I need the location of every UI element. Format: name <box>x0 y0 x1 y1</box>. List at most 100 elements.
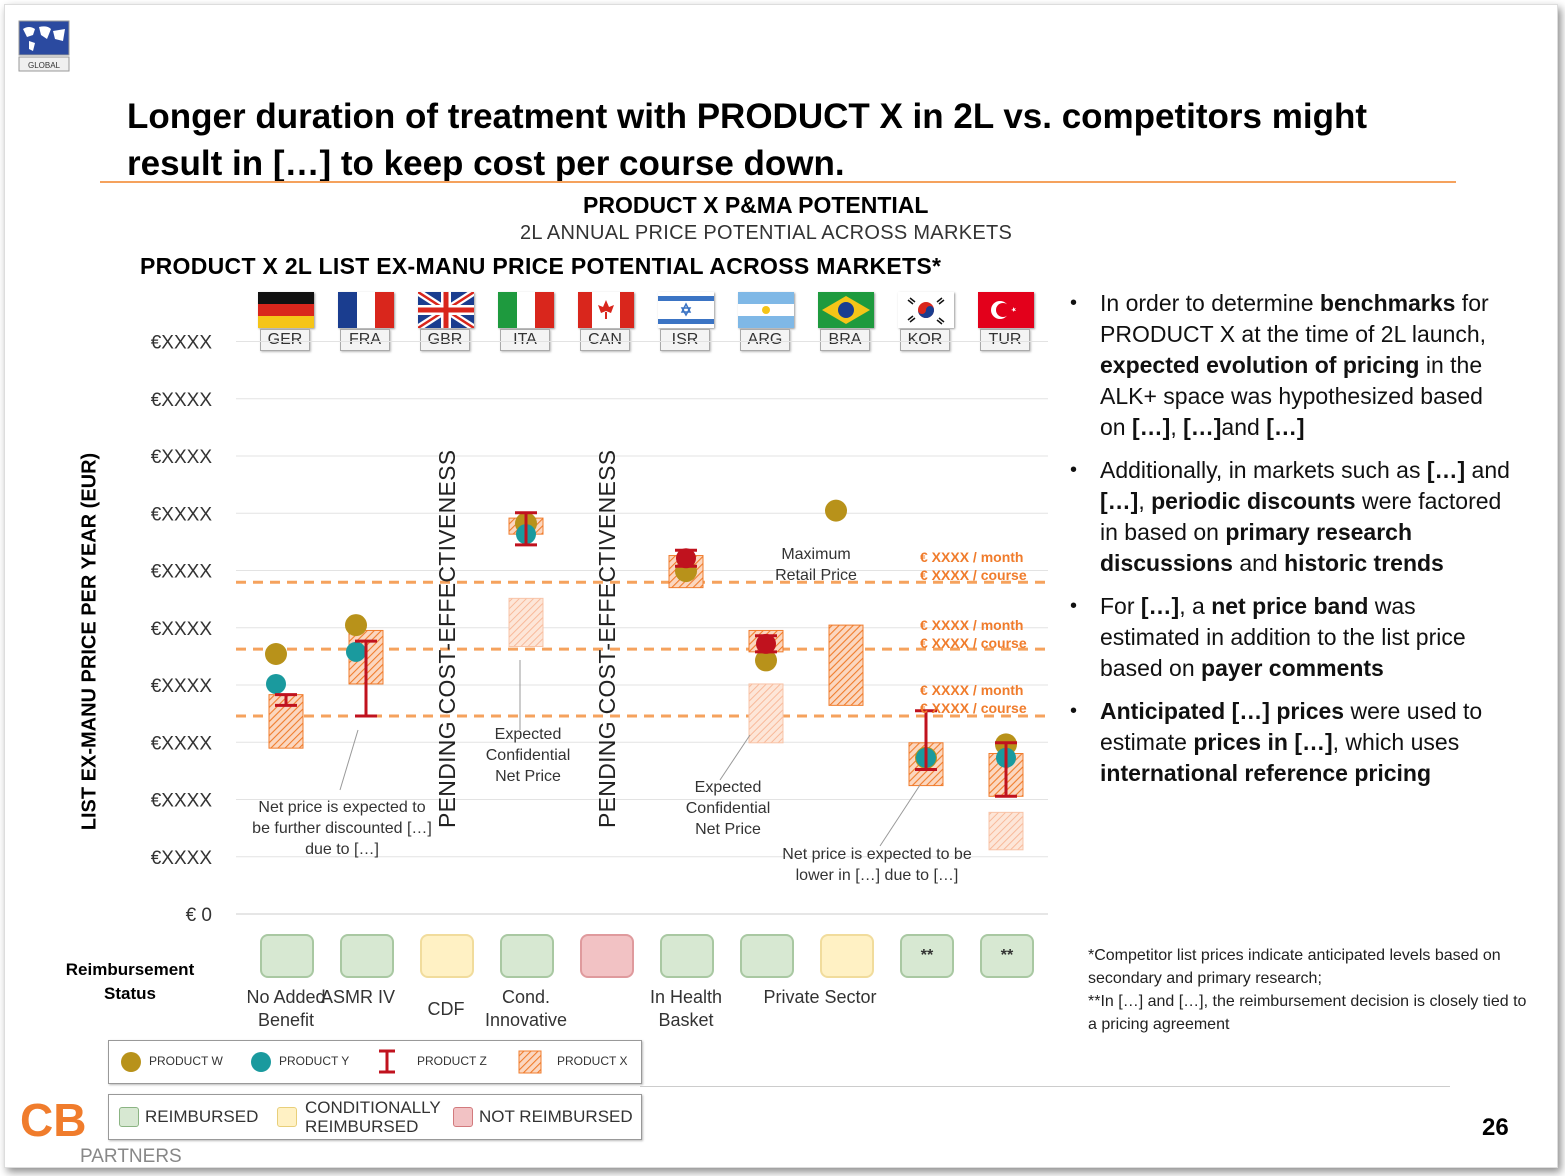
product-w-point <box>345 614 367 637</box>
market-code: FRA <box>340 329 390 351</box>
annotation-connector <box>339 729 359 791</box>
flag-kor: KOR <box>898 292 954 354</box>
product-w-point <box>265 642 287 665</box>
key-points: In order to determine benchmarks for PRO… <box>1070 288 1510 801</box>
ref-label-2-course: € XXXX / course <box>920 635 1027 651</box>
reimbursement-label-gbr: CDF <box>427 999 465 1019</box>
pending-label-gbr: PENDING COST-EFFECTIVENESS <box>434 449 460 828</box>
flag-fra: FRA <box>338 292 394 354</box>
reimbursement-box-fra <box>340 934 394 978</box>
y-tick-label: €XXXX <box>151 619 213 640</box>
legend-conditional-swatch <box>277 1107 297 1127</box>
flag-ita: ITA <box>498 292 554 354</box>
reimbursement-box-bra <box>820 934 874 978</box>
market-code: ISR <box>660 329 710 351</box>
reimbursement-box-tur: ** <box>980 934 1034 978</box>
y-tick-label: €XXXX <box>151 447 213 468</box>
footnote: *Competitor list prices indicate anticip… <box>1088 944 1528 1036</box>
reimbursement-box-kor: ** <box>900 934 954 978</box>
ref-label-2-month: € XXXX / month <box>920 617 1024 633</box>
reimbursement-box-gbr <box>420 934 474 978</box>
flag-can: CAN <box>578 292 634 354</box>
legend-product-x: PRODUCT X <box>557 1054 628 1068</box>
product-x-band <box>828 624 864 706</box>
ref-label-3-month: € XXXX / month <box>920 682 1024 698</box>
legend-reimbursed-swatch <box>119 1107 139 1127</box>
product-z-point <box>676 548 696 569</box>
y-tick-label: €XXXX <box>151 733 213 754</box>
product-z-range <box>515 511 537 547</box>
legend-product-w-marker <box>121 1052 141 1072</box>
legend-not-reimbursed-swatch <box>453 1107 473 1127</box>
market-code: TUR <box>980 329 1030 351</box>
product-legend: PRODUCT W PRODUCT Y PRODUCT Z PRODUCT X <box>108 1040 642 1084</box>
legend-not-reimbursed: NOT REIMBURSED <box>479 1107 633 1126</box>
key-point: Anticipated […] prices were used to esti… <box>1070 696 1510 789</box>
reimbursement-label-fra: ASMR IV <box>320 987 395 1007</box>
market-code: BRA <box>820 329 870 351</box>
annotation-connector <box>879 784 921 847</box>
pending-label-can: PENDING COST-EFFECTIVENESS <box>594 449 620 828</box>
ref-label-1-month: € XXXX / month <box>920 549 1024 565</box>
reimbursement-box-arg <box>740 934 794 978</box>
product-z-range <box>355 639 377 718</box>
reimbursement-label-ita: Cond. Innovative <box>484 987 568 1030</box>
reimbursement-title: Reimbursement Status <box>65 960 195 1003</box>
chart-title: PRODUCT X 2L LIST EX-MANU PRICE POTENTIA… <box>140 253 942 279</box>
y-tick-label: €XXXX <box>151 333 213 354</box>
y-tick-label: €XXXX <box>151 676 213 697</box>
product-w-point <box>755 649 777 672</box>
product-z-range <box>995 741 1017 798</box>
market-code: ITA <box>500 329 550 351</box>
y-tick-label: €XXXX <box>151 390 213 411</box>
product-z-range <box>915 709 937 772</box>
reimbursement-box-can <box>580 934 634 978</box>
subtitle-main-text: PRODUCT X P&MA POTENTIAL <box>583 192 929 218</box>
reimbursement-label-isr: In Health Basket <box>649 987 723 1030</box>
flag-arg: ARG <box>738 292 794 354</box>
legend-conditional: CONDITIONALLY REIMBURSED <box>305 1098 441 1136</box>
ref-label-1: € XXXX / month € XXXX / course <box>920 548 1027 584</box>
reimbursement-box-isr <box>660 934 714 978</box>
slide-title: Longer duration of treatment with PRODUC… <box>127 97 1367 183</box>
footnote-1: *Competitor list prices indicate anticip… <box>1088 947 1501 987</box>
subtitle-sub: 2L ANNUAL PRICE POTENTIAL ACROSS MARKETS <box>520 222 1013 244</box>
product-y-point <box>346 641 366 662</box>
key-point: Additionally, in markets such as […] and… <box>1070 455 1510 579</box>
legend-product-y-marker <box>251 1052 271 1072</box>
legend-product-w: PRODUCT W <box>149 1054 223 1068</box>
annotation-fra: Net price is expected to be further disc… <box>252 799 432 858</box>
product-w-point <box>825 499 847 522</box>
cb-partners-logo: CB PARTNERS <box>20 1094 182 1166</box>
reimbursement-label-ger: No Added Benefit <box>246 987 326 1030</box>
ref-label-2: € XXXX / month € XXXX / course <box>920 616 1027 652</box>
page-number: 26 <box>1482 1114 1509 1141</box>
flag-gbr: GBR <box>418 292 474 354</box>
annotation-kor: Net price is expected to be lower in […]… <box>782 846 972 884</box>
y-tick-label: € 0 <box>186 905 212 926</box>
product-z-range <box>275 693 297 707</box>
y-tick-label: €XXXX <box>151 791 213 812</box>
market-code: KOR <box>900 329 950 351</box>
reimbursement-box-ger <box>260 934 314 978</box>
reimbursement-mark: ** <box>1000 947 1014 964</box>
ref-label-3: € XXXX / month € XXXX / course <box>920 681 1027 717</box>
footnote-2: **In […] and […], the reimbursement deci… <box>1088 993 1527 1033</box>
ref-label-1-course: € XXXX / course <box>920 567 1027 583</box>
flag-bra: BRA <box>818 292 874 354</box>
annotation-bra: Maximum Retail Price <box>775 546 857 584</box>
product-x-net-band <box>748 683 784 744</box>
annotation-ita: Expected Confidential Net Price <box>485 726 571 785</box>
flag-ger: GER <box>258 292 314 354</box>
legend-product-x-marker <box>518 1050 542 1074</box>
legend-product-y: PRODUCT Y <box>279 1054 350 1068</box>
reimbursement-label-bra: Private Sector <box>763 987 877 1007</box>
annotation-connector <box>719 734 751 781</box>
annotation-arg: Expected Confidential Net Price <box>685 779 771 838</box>
y-tick-label: €XXXX <box>151 562 213 583</box>
footer-divider <box>640 1086 1450 1087</box>
cb-logo-partners: PARTNERS <box>80 1146 182 1166</box>
ref-label-3-course: € XXXX / course <box>920 700 1027 716</box>
product-z-point <box>756 633 776 654</box>
y-tick-label: €XXXX <box>151 848 213 869</box>
